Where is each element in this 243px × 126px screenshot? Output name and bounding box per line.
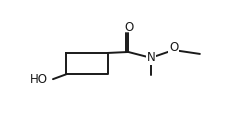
Text: O: O <box>169 41 178 54</box>
Text: N: N <box>147 51 155 64</box>
Text: O: O <box>125 21 134 34</box>
Text: HO: HO <box>30 73 48 86</box>
